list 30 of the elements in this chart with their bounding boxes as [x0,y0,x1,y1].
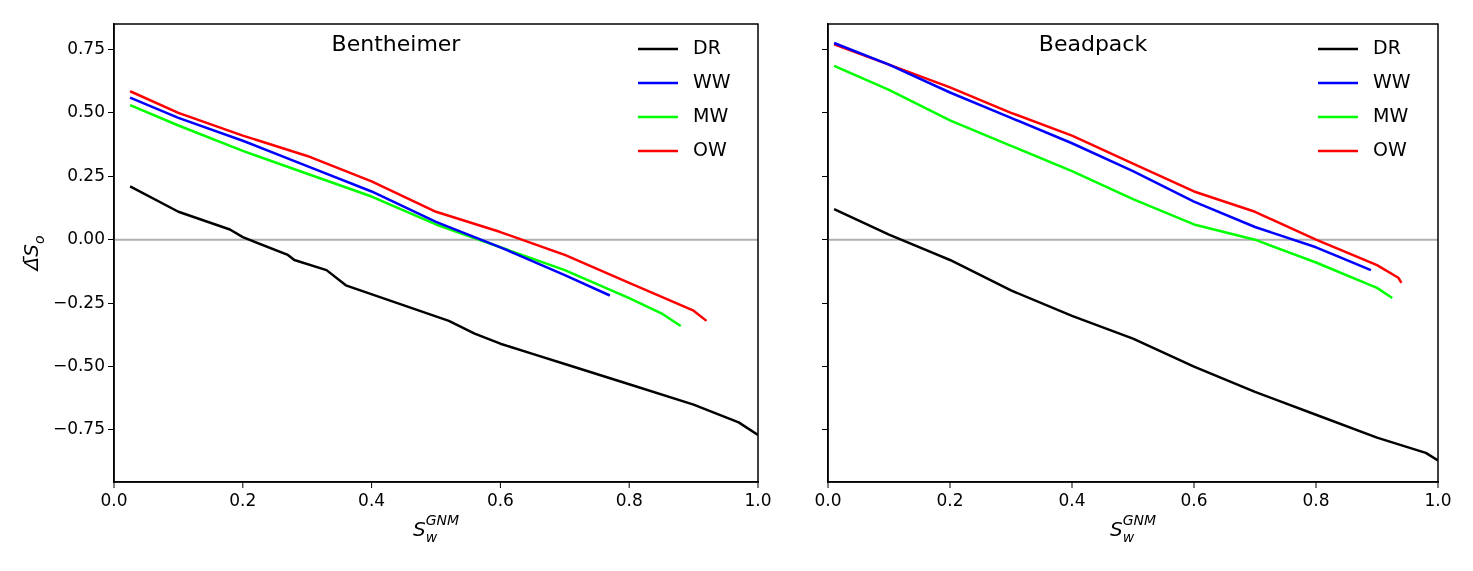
x-tick-label: 0.2 [229,489,257,510]
legend-label: DR [1373,35,1401,58]
legend-label: DR [693,35,721,58]
y-tick-label: −0.50 [52,354,105,375]
x-tick-label: 0.8 [1302,489,1330,510]
x-tick-label: 0.8 [615,489,643,510]
x-tick-label: 0.4 [358,489,386,510]
chart-title: Beadpack [1038,30,1148,56]
y-tick-label: −0.75 [52,418,105,439]
legend-label: WW [1373,69,1411,92]
y-tick-label: 0.00 [67,228,105,249]
chart-title: Bentheimer [331,30,462,56]
x-tick-label: 0.4 [1058,489,1086,510]
legend-label: OW [1373,137,1407,160]
x-tick-label: 0.6 [486,489,514,510]
x-tick-label: 0.6 [1180,489,1208,510]
legend-label: MW [693,103,729,126]
y-axis-title: Δ̄So [19,235,47,273]
legend-label: OW [693,137,727,160]
y-tick-label: −0.25 [52,291,105,312]
x-tick-label: 1.0 [744,489,772,510]
legend-label: WW [693,69,731,92]
y-tick-label: 0.25 [67,164,105,185]
y-tick-label: 0.75 [67,37,105,58]
x-tick-label: 0.0 [814,489,842,510]
x-tick-label: 0.2 [936,489,964,510]
x-tick-label: 0.0 [100,489,128,510]
x-tick-label: 1.0 [1424,489,1452,510]
legend-label: MW [1373,103,1409,126]
y-tick-label: 0.50 [67,101,105,122]
